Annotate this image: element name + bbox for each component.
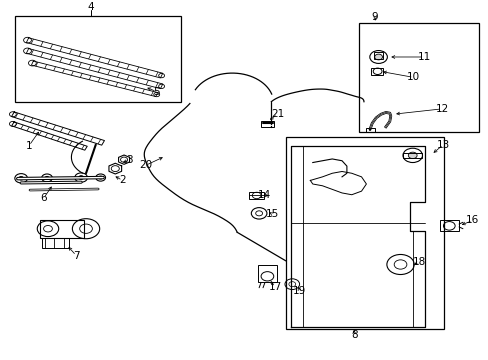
- Text: 4: 4: [87, 2, 94, 12]
- Bar: [373, 52, 383, 59]
- Text: 1: 1: [25, 141, 32, 151]
- Bar: [42, 238, 69, 248]
- Bar: [249, 192, 264, 199]
- Text: 17: 17: [268, 282, 281, 292]
- Bar: [285, 138, 444, 329]
- Text: 3: 3: [126, 155, 133, 165]
- Text: 10: 10: [407, 72, 419, 82]
- Bar: [402, 153, 421, 158]
- Text: 21: 21: [270, 109, 284, 119]
- Circle shape: [19, 176, 23, 180]
- Text: 5: 5: [153, 87, 160, 97]
- Text: 16: 16: [465, 216, 478, 225]
- Bar: [40, 220, 83, 238]
- Circle shape: [99, 176, 102, 179]
- Polygon shape: [12, 112, 104, 145]
- Bar: [370, 68, 383, 75]
- Circle shape: [79, 176, 83, 179]
- Bar: [261, 121, 273, 127]
- Circle shape: [374, 54, 382, 60]
- Bar: [15, 16, 181, 102]
- Polygon shape: [26, 38, 163, 78]
- Circle shape: [45, 176, 49, 179]
- Text: 14: 14: [257, 190, 270, 201]
- Text: 8: 8: [350, 330, 357, 340]
- Text: 15: 15: [265, 210, 279, 219]
- Bar: [439, 220, 458, 231]
- Text: 2: 2: [119, 175, 125, 185]
- Text: 11: 11: [416, 52, 430, 62]
- Text: 13: 13: [436, 140, 449, 150]
- Circle shape: [407, 152, 416, 159]
- Bar: [358, 23, 478, 132]
- Bar: [366, 128, 374, 132]
- Text: 18: 18: [411, 257, 425, 267]
- Text: 12: 12: [434, 104, 447, 114]
- Bar: [258, 265, 276, 282]
- Polygon shape: [31, 61, 157, 96]
- Text: 20: 20: [139, 161, 152, 170]
- Text: 6: 6: [40, 193, 47, 203]
- Text: 19: 19: [292, 285, 305, 296]
- Polygon shape: [12, 122, 87, 150]
- Text: 9: 9: [371, 12, 378, 22]
- Polygon shape: [26, 49, 163, 89]
- Text: 7: 7: [73, 251, 80, 261]
